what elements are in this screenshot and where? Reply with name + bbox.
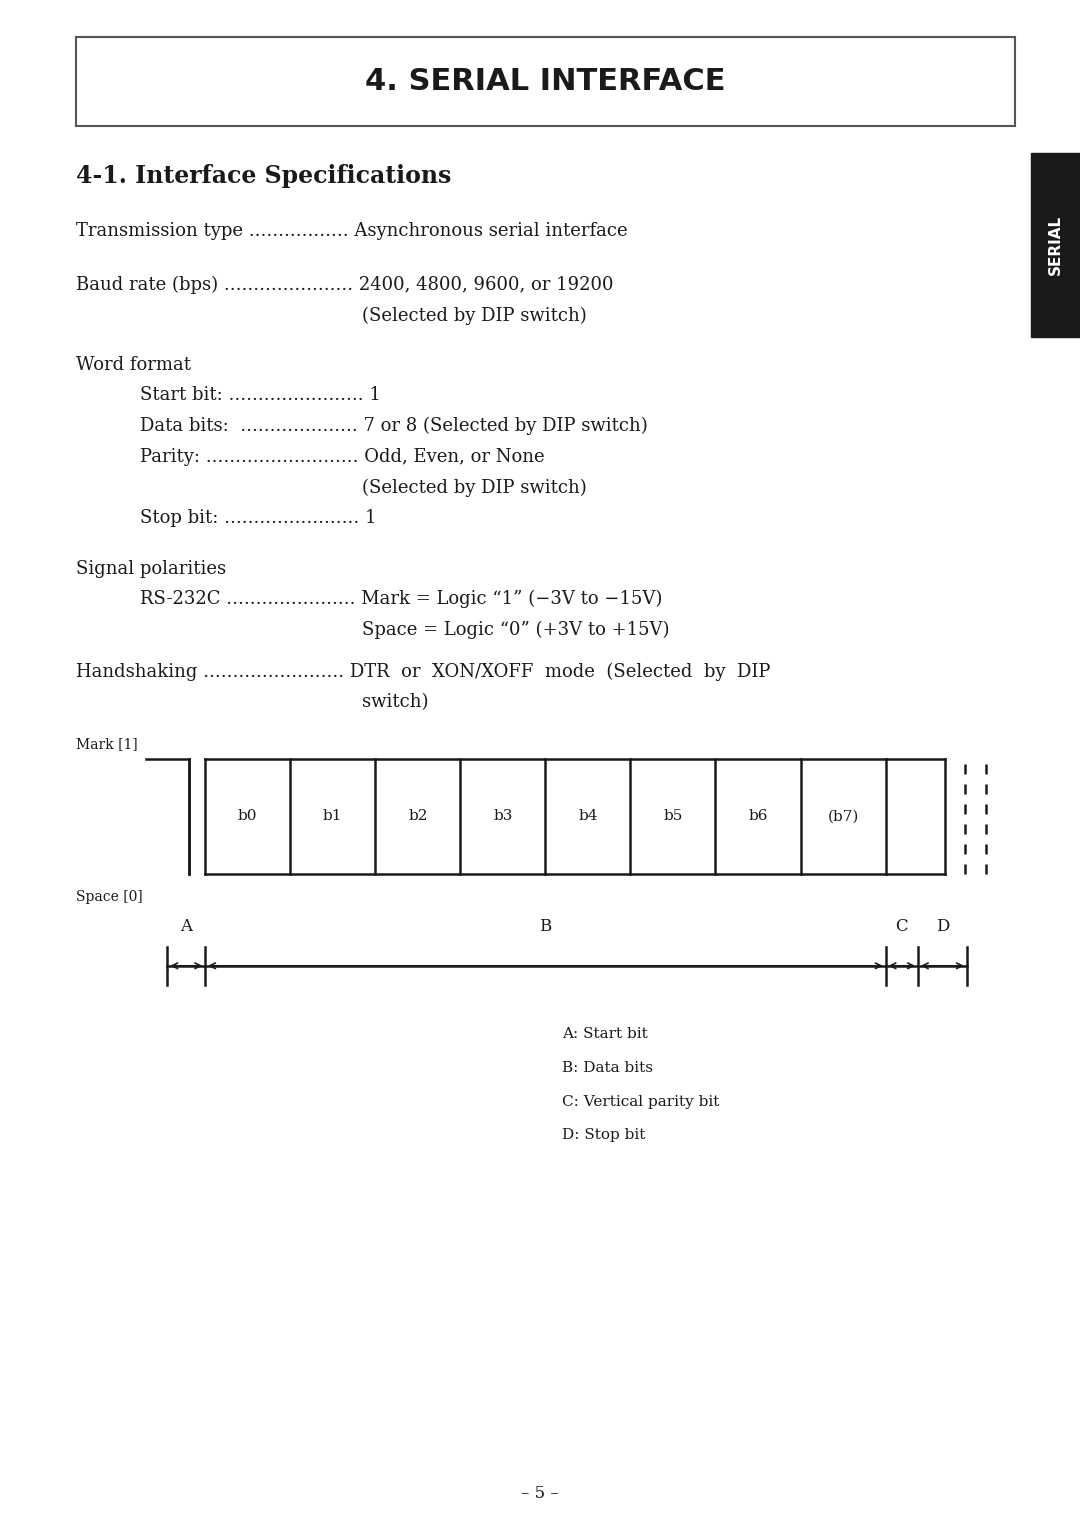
Text: RS-232C ...................... Mark = Logic “1” (−3V to −15V): RS-232C ...................... Mark = Lo…: [140, 590, 663, 609]
Text: Signal polarities: Signal polarities: [76, 560, 226, 578]
Text: b4: b4: [578, 809, 597, 823]
Text: A: A: [180, 918, 192, 935]
Text: Mark [1]: Mark [1]: [76, 737, 137, 751]
Text: Stop bit: ....................... 1: Stop bit: ....................... 1: [140, 509, 377, 527]
FancyBboxPatch shape: [1031, 153, 1080, 337]
Text: C: Vertical parity bit: C: Vertical parity bit: [562, 1095, 719, 1108]
Text: b1: b1: [323, 809, 342, 823]
Text: switch): switch): [362, 693, 429, 711]
Text: (Selected by DIP switch): (Selected by DIP switch): [362, 307, 586, 325]
Text: – 5 –: – 5 –: [522, 1485, 558, 1502]
Text: Space [0]: Space [0]: [76, 891, 143, 904]
Text: Parity: .......................... Odd, Even, or None: Parity: .......................... Odd, …: [140, 448, 545, 466]
Text: Baud rate (bps) ...................... 2400, 4800, 9600, or 19200: Baud rate (bps) ...................... 2…: [76, 276, 613, 294]
Text: b2: b2: [408, 809, 428, 823]
Text: A: Start bit: A: Start bit: [562, 1027, 647, 1041]
Text: b6: b6: [748, 809, 768, 823]
Text: Word format: Word format: [76, 356, 190, 374]
Text: b5: b5: [663, 809, 683, 823]
Text: (b7): (b7): [827, 809, 859, 823]
FancyBboxPatch shape: [76, 37, 1015, 126]
Text: 4. SERIAL INTERFACE: 4. SERIAL INTERFACE: [365, 67, 726, 95]
Text: Handshaking ........................ DTR  or  XON/XOFF  mode  (Selected  by  DIP: Handshaking ........................ DTR…: [76, 662, 770, 681]
Text: C: C: [895, 918, 908, 935]
Text: B: B: [539, 918, 552, 935]
Text: Space = Logic “0” (+3V to +15V): Space = Logic “0” (+3V to +15V): [362, 621, 670, 639]
Text: (Selected by DIP switch): (Selected by DIP switch): [362, 478, 586, 497]
Text: Start bit: ....................... 1: Start bit: ....................... 1: [140, 386, 381, 405]
Text: D: D: [935, 918, 949, 935]
Text: 4-1. Interface Specifications: 4-1. Interface Specifications: [76, 164, 451, 189]
Text: b0: b0: [238, 809, 257, 823]
Text: b3: b3: [494, 809, 513, 823]
Text: Transmission type ................. Asynchronous serial interface: Transmission type ................. Asyn…: [76, 222, 627, 241]
Text: Data bits:  .................... 7 or 8 (Selected by DIP switch): Data bits: .................... 7 or 8 (…: [140, 417, 648, 435]
Text: D: Stop bit: D: Stop bit: [562, 1128, 645, 1142]
Text: B: Data bits: B: Data bits: [562, 1061, 652, 1075]
Text: SERIAL: SERIAL: [1049, 215, 1063, 276]
